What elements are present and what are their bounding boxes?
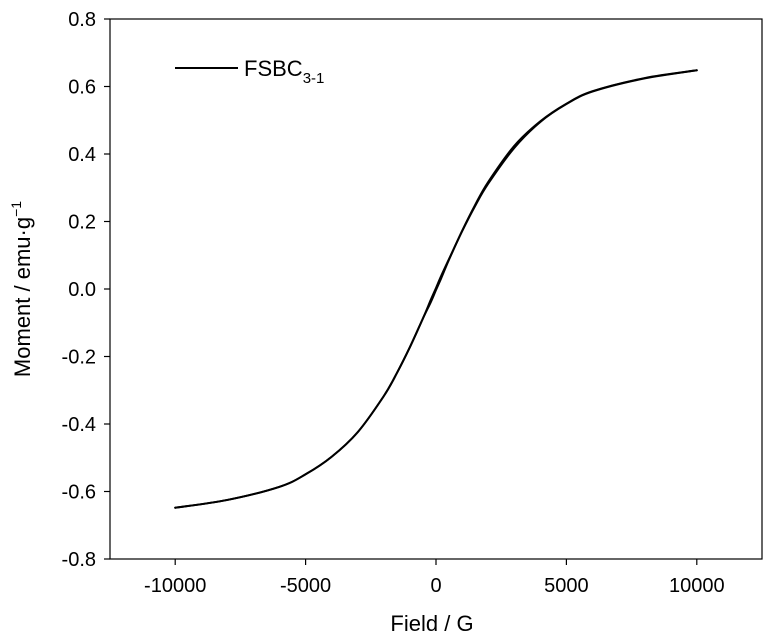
y-tick-label: 0.4	[68, 144, 96, 166]
legend-label: FSBC3-1	[244, 56, 324, 87]
y-tick-label: -0.8	[62, 549, 96, 571]
series-line-ascending	[174, 69, 698, 509]
y-tick-label: -0.4	[62, 414, 96, 436]
x-axis-ticks: -10000 -5000 0 5000 10000	[144, 559, 725, 597]
y-axis-ticks: -0.8 -0.6 -0.4 -0.2 0.0 0.2 0.4 0.6 0.8	[62, 9, 110, 571]
y-tick-label: 0.2	[68, 212, 96, 234]
x-tick-label: -5000	[280, 575, 331, 597]
x-tick-label: -10000	[144, 575, 206, 597]
series-layer	[174, 69, 698, 509]
x-axis-title: Field / G	[390, 611, 473, 636]
x-tick-label: 0	[430, 575, 441, 597]
y-axis-title: Moment / emu·g−1	[8, 201, 35, 377]
x-tick-label: 5000	[544, 575, 589, 597]
legend-label-sub: 3-1	[303, 70, 325, 87]
y-tick-label: -0.6	[62, 482, 96, 504]
y-axis-title-sup: −1	[8, 201, 24, 217]
legend-label-main: FSBC	[244, 56, 303, 81]
y-tick-label: 0.6	[68, 77, 96, 99]
y-tick-label: 0.8	[68, 9, 96, 31]
y-tick-label: 0.0	[68, 279, 96, 301]
x-tick-label: 10000	[669, 575, 725, 597]
y-tick-label: -0.2	[62, 347, 96, 369]
y-axis-title-main: Moment / emu·g	[10, 217, 35, 377]
